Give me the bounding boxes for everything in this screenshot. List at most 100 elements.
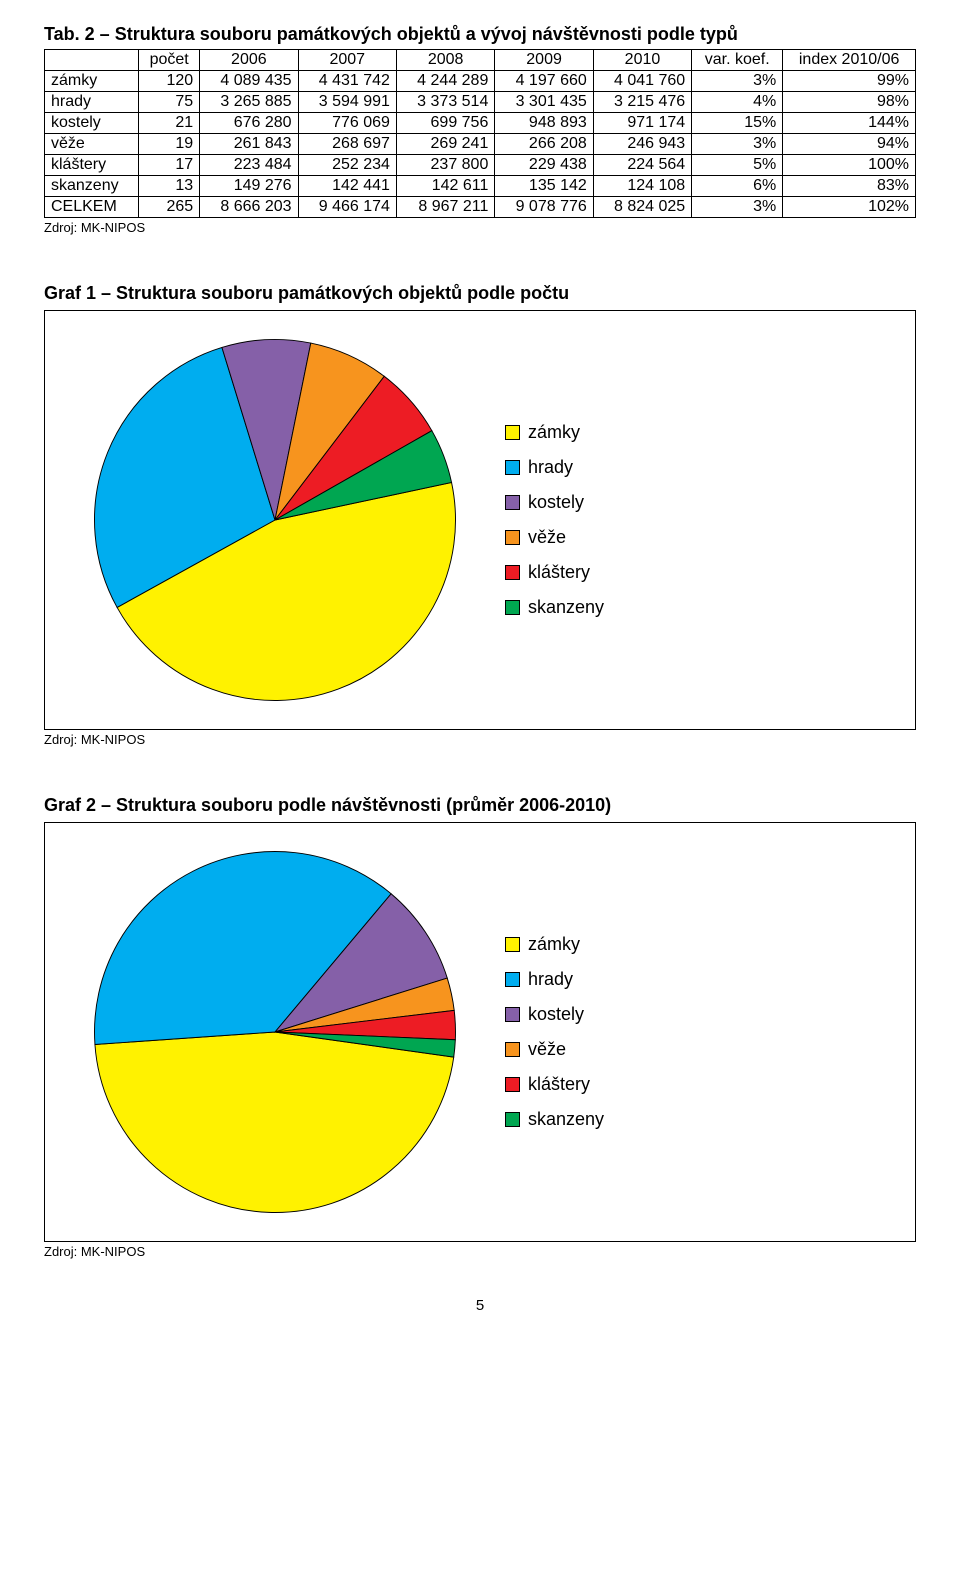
- row-cell: 252 234: [298, 155, 396, 176]
- legend-label: hrady: [528, 457, 573, 478]
- row-label: hrady: [45, 92, 139, 113]
- legend-item: zámky: [505, 422, 604, 443]
- row-cell: 3%: [692, 197, 783, 218]
- pie-slice: [95, 1032, 454, 1213]
- col-h-7: var. koef.: [692, 50, 783, 71]
- legend-label: zámky: [528, 422, 580, 443]
- row-cell: 261 843: [200, 134, 298, 155]
- row-cell: 4 197 660: [495, 71, 593, 92]
- legend-swatch: [505, 1112, 520, 1127]
- row-cell: 8 967 211: [396, 197, 494, 218]
- row-cell: 102%: [783, 197, 916, 218]
- row-cell: 4%: [692, 92, 783, 113]
- row-cell: 3 265 885: [200, 92, 298, 113]
- row-cell: 8 666 203: [200, 197, 298, 218]
- row-cell: 135 142: [495, 176, 593, 197]
- chart2-source: Zdroj: MK-NIPOS: [44, 1244, 916, 1259]
- row-cell: 124 108: [593, 176, 691, 197]
- chart1-box: zámkyhradykostelyvěžeklášteryskanzeny: [44, 310, 916, 730]
- table-row: kláštery17223 484252 234237 800229 43822…: [45, 155, 916, 176]
- row-label: CELKEM: [45, 197, 139, 218]
- row-cell: 142 611: [396, 176, 494, 197]
- table-source: Zdroj: MK-NIPOS: [44, 220, 916, 235]
- row-cell: 6%: [692, 176, 783, 197]
- chart1-pie: [85, 330, 465, 710]
- legend-label: hrady: [528, 969, 573, 990]
- legend-item: zámky: [505, 934, 604, 955]
- legend-swatch: [505, 530, 520, 545]
- row-cell: 4 244 289: [396, 71, 494, 92]
- legend-item: hrady: [505, 969, 604, 990]
- row-cell: 142 441: [298, 176, 396, 197]
- col-h-5: 2009: [495, 50, 593, 71]
- row-cell: 229 438: [495, 155, 593, 176]
- page-number: 5: [44, 1297, 916, 1314]
- legend-swatch: [505, 460, 520, 475]
- table-row: skanzeny13149 276142 441142 611135 14212…: [45, 176, 916, 197]
- row-cell: 246 943: [593, 134, 691, 155]
- legend-item: kláštery: [505, 1074, 604, 1095]
- row-cell: 98%: [783, 92, 916, 113]
- row-cell: 149 276: [200, 176, 298, 197]
- row-cell: 9 078 776: [495, 197, 593, 218]
- row-cell: 144%: [783, 113, 916, 134]
- chart2-pie: [85, 842, 465, 1222]
- row-cell: 3 215 476: [593, 92, 691, 113]
- legend-label: kostely: [528, 1004, 584, 1025]
- row-cell: 948 893: [495, 113, 593, 134]
- row-cell: 3 594 991: [298, 92, 396, 113]
- legend-swatch: [505, 1042, 520, 1057]
- legend-label: věže: [528, 527, 566, 548]
- row-cell: 100%: [783, 155, 916, 176]
- row-cell: 15%: [692, 113, 783, 134]
- chart2-legend: zámkyhradykostelyvěžeklášteryskanzeny: [505, 934, 604, 1130]
- row-label: kláštery: [45, 155, 139, 176]
- row-cell: 268 697: [298, 134, 396, 155]
- col-h-3: 2007: [298, 50, 396, 71]
- chart1-legend: zámkyhradykostelyvěžeklášteryskanzeny: [505, 422, 604, 618]
- row-cell: 8 824 025: [593, 197, 691, 218]
- legend-item: skanzeny: [505, 597, 604, 618]
- row-cell: 99%: [783, 71, 916, 92]
- col-h-8: index 2010/06: [783, 50, 916, 71]
- legend-item: kostely: [505, 1004, 604, 1025]
- legend-label: zámky: [528, 934, 580, 955]
- legend-swatch: [505, 600, 520, 615]
- legend-item: hrady: [505, 457, 604, 478]
- col-h-6: 2010: [593, 50, 691, 71]
- row-cell: 971 174: [593, 113, 691, 134]
- legend-swatch: [505, 425, 520, 440]
- legend-item: kláštery: [505, 562, 604, 583]
- row-cell: 676 280: [200, 113, 298, 134]
- legend-swatch: [505, 1007, 520, 1022]
- chart2-title: Graf 2 – Struktura souboru podle návštěv…: [44, 795, 916, 816]
- row-cell: 21: [139, 113, 200, 134]
- row-cell: 75: [139, 92, 200, 113]
- col-h-0: [45, 50, 139, 71]
- row-cell: 265: [139, 197, 200, 218]
- row-cell: 17: [139, 155, 200, 176]
- table-row: kostely21676 280776 069699 756948 893971…: [45, 113, 916, 134]
- row-cell: 237 800: [396, 155, 494, 176]
- row-cell: 4 089 435: [200, 71, 298, 92]
- table-row: CELKEM2658 666 2039 466 1748 967 2119 07…: [45, 197, 916, 218]
- row-cell: 9 466 174: [298, 197, 396, 218]
- legend-swatch: [505, 565, 520, 580]
- chart2-box: zámkyhradykostelyvěžeklášteryskanzeny: [44, 822, 916, 1242]
- row-cell: 94%: [783, 134, 916, 155]
- row-cell: 19: [139, 134, 200, 155]
- row-label: skanzeny: [45, 176, 139, 197]
- table-row: zámky1204 089 4354 431 7424 244 2894 197…: [45, 71, 916, 92]
- row-cell: 224 564: [593, 155, 691, 176]
- legend-item: věže: [505, 527, 604, 548]
- data-table: počet 2006 2007 2008 2009 2010 var. koef…: [44, 49, 916, 218]
- row-cell: 223 484: [200, 155, 298, 176]
- table-row: věže19261 843268 697269 241266 208246 94…: [45, 134, 916, 155]
- row-cell: 699 756: [396, 113, 494, 134]
- row-cell: 5%: [692, 155, 783, 176]
- row-label: věže: [45, 134, 139, 155]
- row-cell: 4 041 760: [593, 71, 691, 92]
- legend-swatch: [505, 495, 520, 510]
- legend-swatch: [505, 937, 520, 952]
- row-cell: 13: [139, 176, 200, 197]
